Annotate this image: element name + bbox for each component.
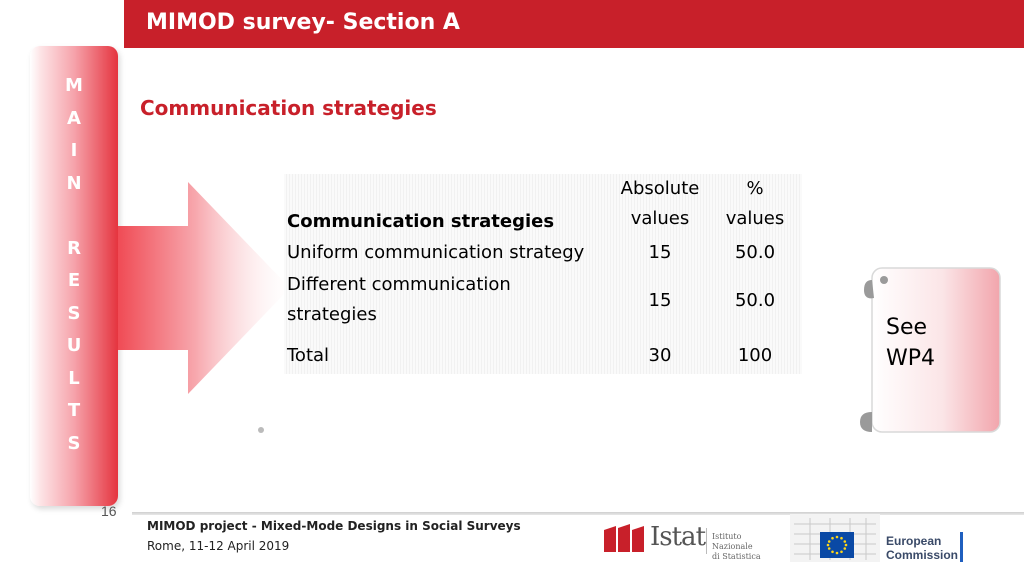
row-absolute: 15 <box>648 289 672 311</box>
side-letter <box>52 200 96 233</box>
istat-subtitle: Istituto Nazionale di Statistica <box>712 532 764 562</box>
header-percent: % values <box>708 174 802 234</box>
section-heading: Communication strategies <box>140 96 437 120</box>
header-strategy: Communication strategies <box>287 211 555 232</box>
side-letter: U <box>66 335 82 356</box>
istat-logo: Istat Istituto Nazionale di Statistica <box>604 520 764 562</box>
istat-separator <box>706 528 707 554</box>
istat-wordmark: Istat <box>650 522 706 552</box>
istat-sub-line1: Istituto Nazionale <box>712 532 753 551</box>
header-absolute-line1: Absolute <box>620 178 700 199</box>
side-letter: I <box>70 140 78 161</box>
header-percent-line1: % <box>746 178 764 199</box>
total-label: Total <box>287 344 330 366</box>
table-header-row: Communication strategies Absolute values… <box>284 174 802 234</box>
page-number: 16 <box>101 503 117 519</box>
total-percent: 100 <box>737 344 773 366</box>
ec-accent-bar <box>960 532 963 562</box>
total-absolute: 30 <box>648 344 672 366</box>
row-percent: 50.0 <box>734 289 776 311</box>
footer-project: MIMOD project - Mixed-Mode Designs in So… <box>147 519 521 533</box>
side-banner <box>30 46 118 506</box>
istat-mark-icon <box>604 524 644 552</box>
footer-divider <box>132 512 1024 515</box>
side-letter: M <box>65 75 83 96</box>
ec-wordmark: European Commission <box>886 534 958 562</box>
header-absolute: Absolute values <box>612 174 708 234</box>
see-wp4-line1: See <box>886 315 928 340</box>
table-row: Different communication strategies 15 50… <box>284 270 802 330</box>
table-total-row: Total 30 100 <box>284 330 802 380</box>
side-letter: S <box>67 302 81 324</box>
table-container: Communication strategies Absolute values… <box>284 174 802 374</box>
side-letter: E <box>67 270 81 291</box>
footer-date: Rome, 11-12 April 2019 <box>147 539 290 553</box>
ec-line1: European <box>886 534 942 548</box>
table-row: Uniform communication strategy 15 50.0 <box>284 234 802 270</box>
row-label: Different communication strategies <box>284 270 612 330</box>
header-absolute-line2: values <box>630 208 690 229</box>
side-letter: N <box>66 172 82 194</box>
ec-line2: Commission <box>886 548 959 562</box>
row-label-line2: strategies <box>287 304 377 325</box>
title-bar: MIMOD survey- Section A <box>124 0 1024 48</box>
row-label-line1: Different communication <box>287 274 511 295</box>
communication-table: Communication strategies Absolute values… <box>284 174 802 380</box>
side-letter: R <box>67 237 81 259</box>
side-letter: T <box>67 400 81 421</box>
eu-flag-icon <box>820 532 854 558</box>
slide-title: MIMOD survey- Section A <box>146 10 460 35</box>
row-absolute: 15 <box>648 241 672 263</box>
row-label: Uniform communication strategy <box>287 241 585 263</box>
header-percent-line2: values <box>725 208 785 229</box>
see-wp4-line2: WP4 <box>886 346 936 371</box>
side-letter: A <box>67 107 81 129</box>
see-wp4-text: See WP4 <box>886 312 986 374</box>
european-commission-logo: European Commission <box>790 514 966 564</box>
side-banner-text: M A I N R E S U L T S <box>52 70 96 460</box>
row-percent: 50.0 <box>734 241 776 263</box>
decorative-dot <box>258 427 264 433</box>
istat-sub-line2: di Statistica <box>712 552 761 561</box>
side-letter: S <box>67 432 81 454</box>
arrow-graphic <box>118 182 290 394</box>
scroll-graphic <box>860 267 1001 433</box>
side-letter: L <box>68 367 80 389</box>
